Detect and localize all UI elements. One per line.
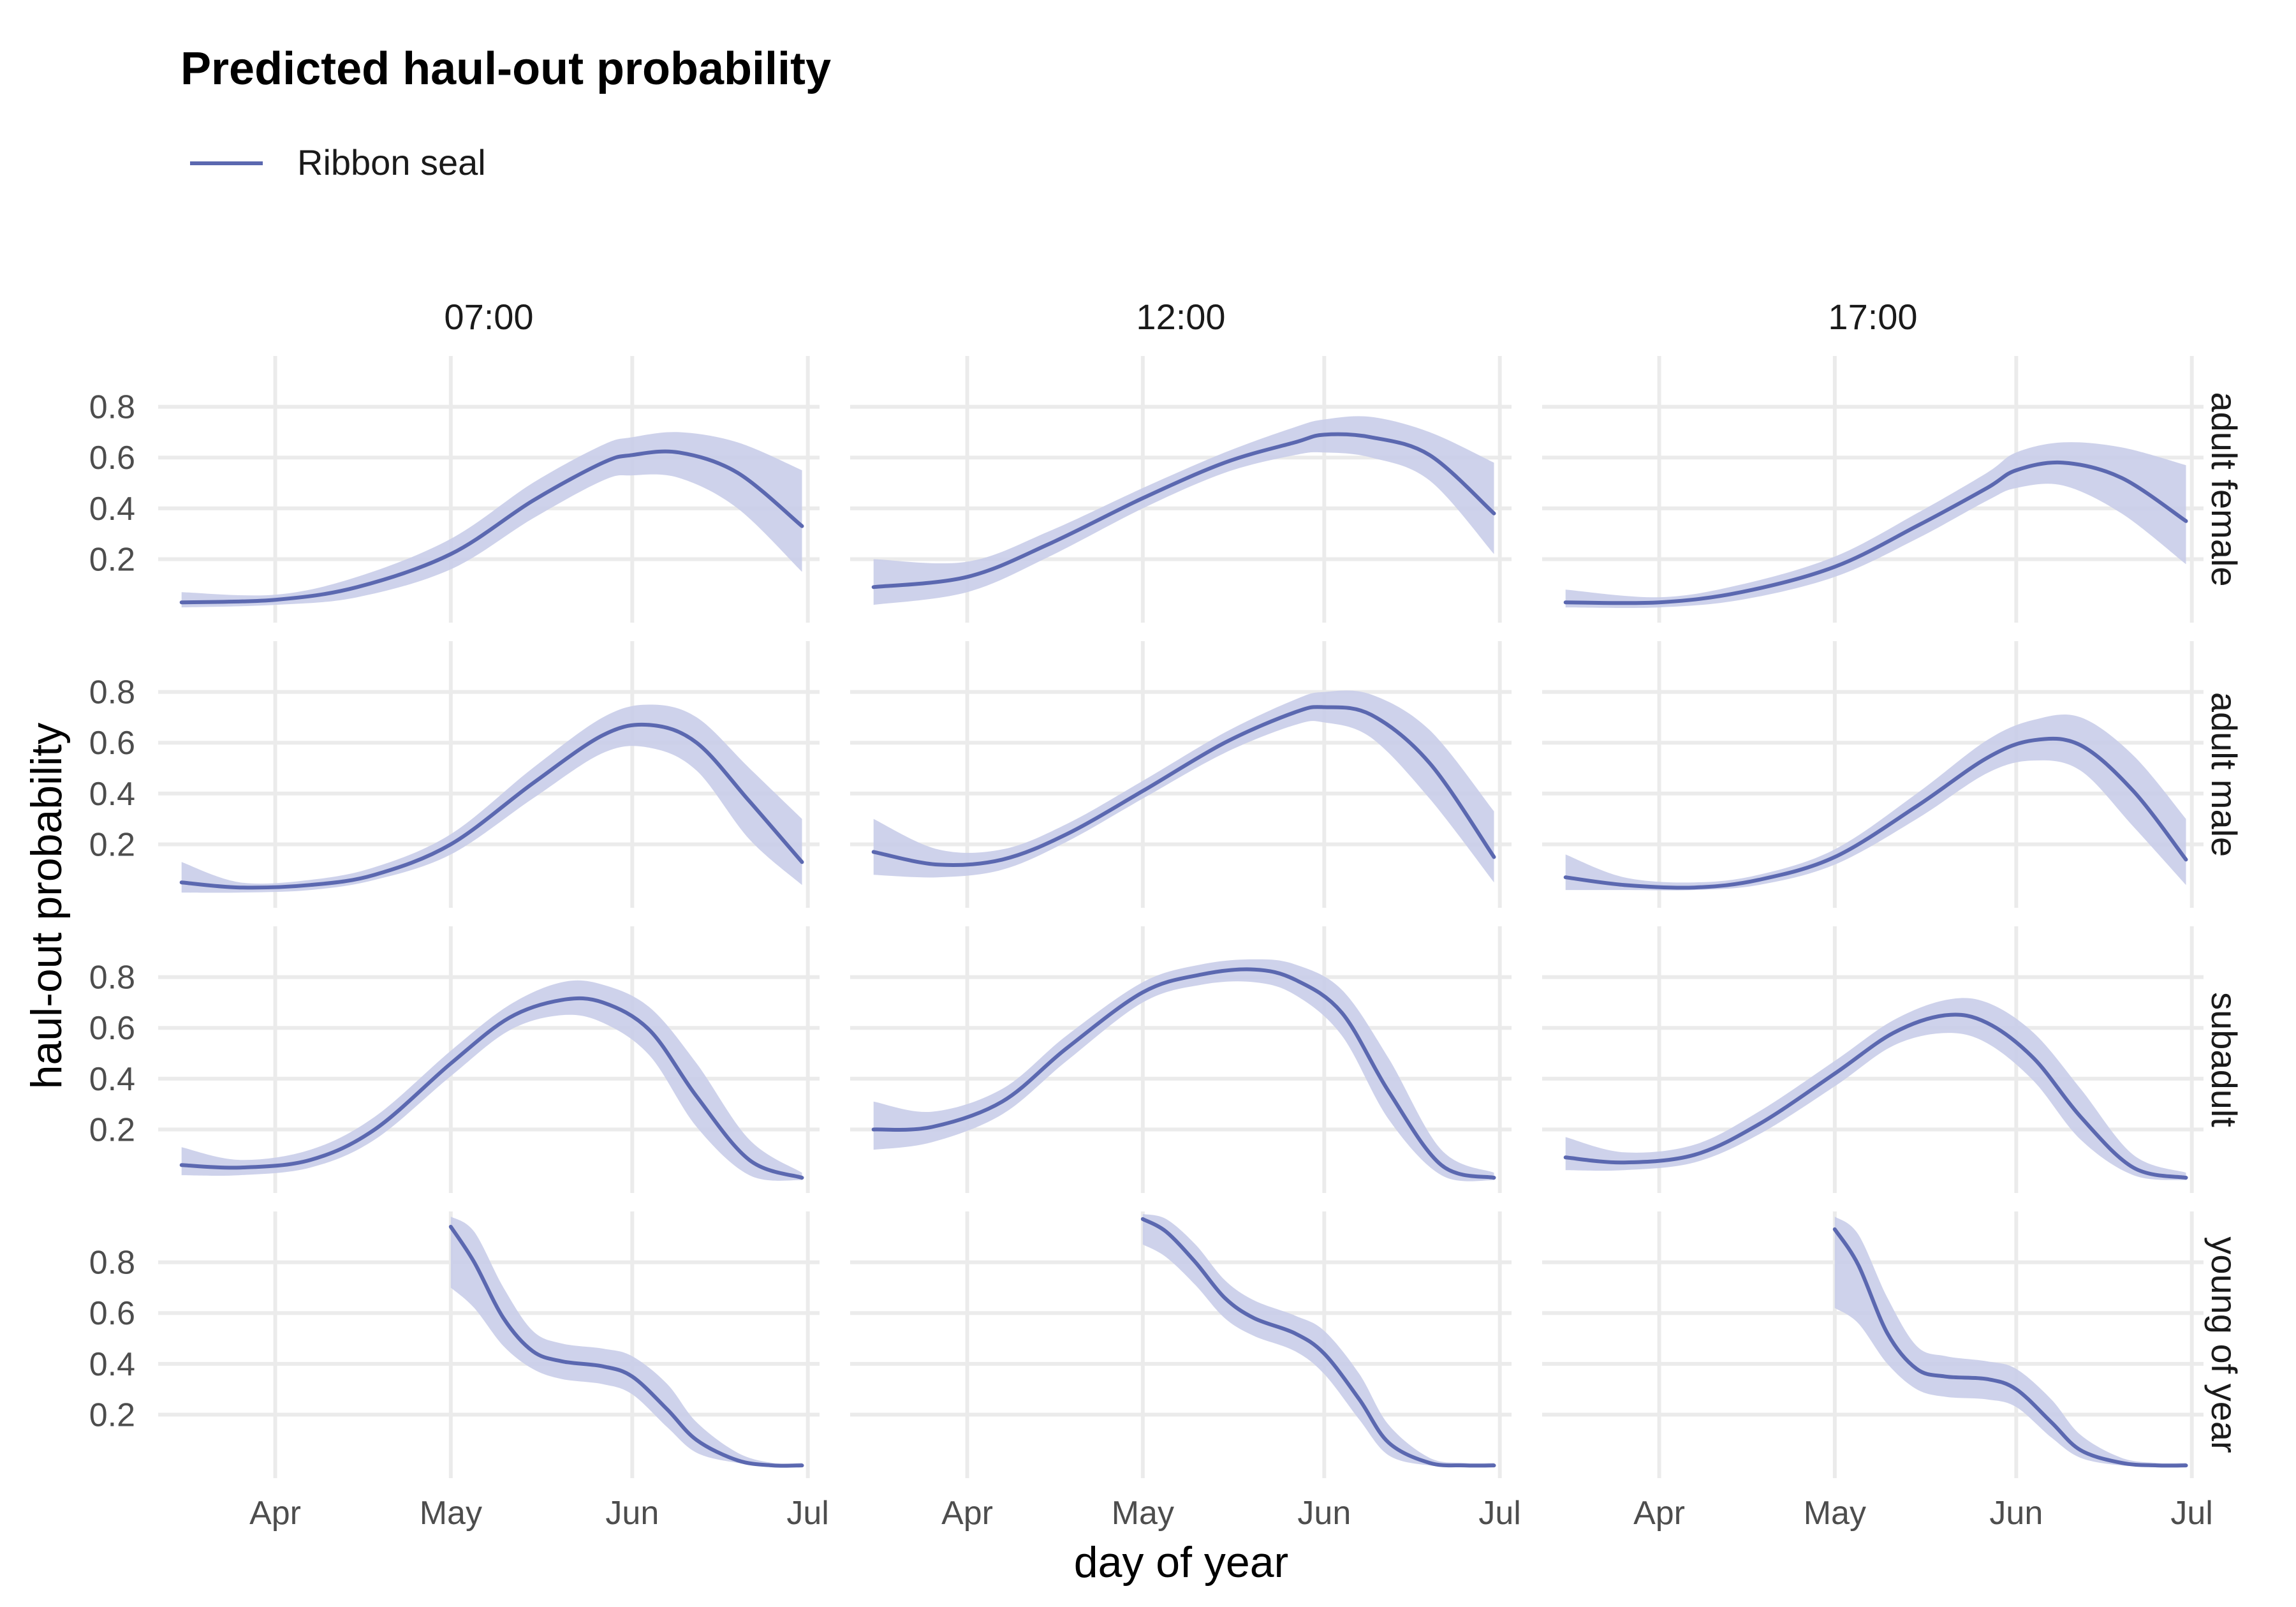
series-line-ribbon-seal bbox=[871, 432, 1496, 589]
x-tick-label: May bbox=[420, 1495, 482, 1532]
panel-grid-lines bbox=[158, 926, 820, 1193]
y-tick-label: 0.4 bbox=[89, 776, 135, 813]
x-tick-label: Jun bbox=[1989, 1495, 2043, 1532]
panel-grid-lines bbox=[1542, 1211, 2204, 1478]
y-tick-label: 0.8 bbox=[89, 959, 135, 996]
y-tick-label: 0.6 bbox=[89, 1010, 135, 1047]
row-strip-label: adult female bbox=[2204, 392, 2244, 586]
confidence-ribbon bbox=[1565, 714, 2186, 891]
panel-grid-lines bbox=[1542, 926, 2204, 1193]
x-tick-label: Jun bbox=[1297, 1495, 1351, 1532]
x-tick-label: May bbox=[1804, 1495, 1866, 1532]
x-tick-label: Jul bbox=[1478, 1495, 1520, 1532]
series-line-ribbon-seal bbox=[1563, 1012, 2188, 1180]
series-line-ribbon-seal bbox=[1140, 1217, 1496, 1468]
confidence-ribbon bbox=[1142, 1214, 1494, 1467]
column-strip-label: 17:00 bbox=[1828, 297, 1917, 337]
panel-grid-lines bbox=[850, 926, 1512, 1193]
series-line-ribbon-seal bbox=[179, 449, 804, 605]
row-strip-label: subadult bbox=[2204, 992, 2244, 1127]
series-line-ribbon-seal bbox=[179, 722, 804, 890]
series-line-ribbon-seal bbox=[871, 967, 1496, 1180]
y-axis-title: haul-out probability bbox=[22, 723, 71, 1090]
confidence-ribbon bbox=[1565, 442, 2186, 608]
y-tick-label: 0.6 bbox=[89, 1295, 135, 1332]
y-tick-label: 0.8 bbox=[89, 389, 135, 426]
y-tick-label: 0.6 bbox=[89, 440, 135, 477]
confidence-ribbon bbox=[181, 980, 802, 1181]
x-tick-label: Apr bbox=[1633, 1495, 1685, 1532]
y-tick-label: 0.2 bbox=[89, 826, 135, 863]
column-strip-label: 12:00 bbox=[1136, 297, 1225, 337]
confidence-ribbon bbox=[873, 416, 1494, 605]
series-line-ribbon-seal bbox=[1832, 1227, 2188, 1468]
y-tick-label: 0.6 bbox=[89, 725, 135, 762]
row-strip-label: young of year bbox=[2204, 1236, 2244, 1453]
confidence-ribbon bbox=[873, 959, 1494, 1181]
confidence-ribbon bbox=[1834, 1217, 2186, 1466]
y-tick-label: 0.2 bbox=[89, 1396, 135, 1433]
confidence-ribbon bbox=[450, 1217, 802, 1466]
panel-grid-lines bbox=[158, 356, 820, 623]
x-tick-label: May bbox=[1112, 1495, 1174, 1532]
series-line-ribbon-seal bbox=[1563, 736, 2188, 890]
x-tick-label: Apr bbox=[249, 1495, 301, 1532]
row-strip-label: adult male bbox=[2204, 692, 2244, 857]
series-line-ribbon-seal bbox=[871, 705, 1496, 868]
x-tick-label: Jul bbox=[2170, 1495, 2212, 1532]
legend: Ribbon seal bbox=[190, 142, 486, 182]
y-tick-label: 0.8 bbox=[89, 674, 135, 711]
confidence-ribbon bbox=[181, 432, 802, 608]
x-tick-label: Jun bbox=[605, 1495, 659, 1532]
panel-grid-lines bbox=[158, 641, 820, 908]
y-tick-label: 0.8 bbox=[89, 1245, 135, 1282]
column-strip-label: 07:00 bbox=[444, 297, 533, 337]
series-line-ribbon-seal bbox=[179, 996, 804, 1180]
y-tick-label: 0.4 bbox=[89, 491, 135, 528]
x-axis-title: day of year bbox=[1074, 1538, 1288, 1587]
legend-label: Ribbon seal bbox=[297, 142, 486, 182]
y-tick-label: 0.4 bbox=[89, 1346, 135, 1383]
confidence-ribbon bbox=[1565, 998, 2186, 1181]
y-tick-label: 0.4 bbox=[89, 1061, 135, 1098]
series-line-ribbon-seal bbox=[1563, 460, 2188, 605]
y-tick-label: 0.2 bbox=[89, 1111, 135, 1148]
series-line-ribbon-seal bbox=[448, 1224, 804, 1468]
panel-grid-lines bbox=[158, 1211, 820, 1478]
panel-grid: 07:00 12:00 17:00 adult female adult male sub… bbox=[89, 297, 2244, 1532]
chart-title: Predicted haul-out probability bbox=[180, 43, 831, 94]
y-tick-label: 0.2 bbox=[89, 541, 135, 578]
x-tick-label: Apr bbox=[941, 1495, 993, 1532]
x-tick-label: Jul bbox=[786, 1495, 828, 1532]
